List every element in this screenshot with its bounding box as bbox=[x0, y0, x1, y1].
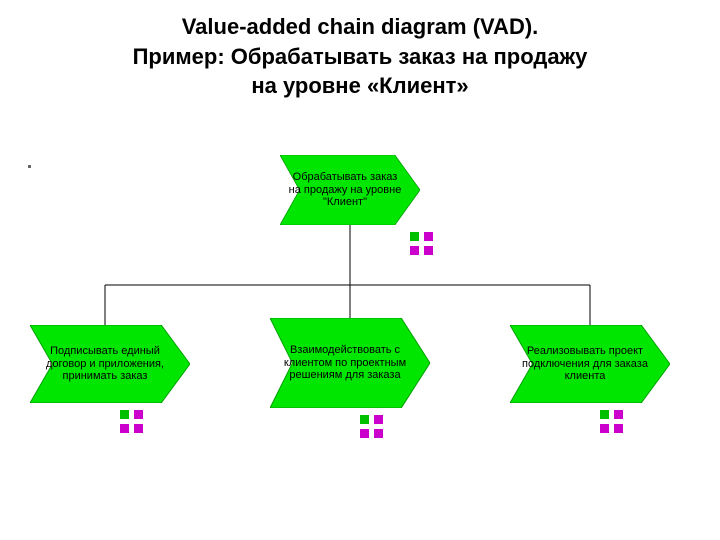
glyph-magenta-icon bbox=[134, 424, 143, 433]
diagram-canvas: Обрабатывать заказ на продажу на уровне … bbox=[0, 0, 720, 540]
chevron-left-label: Подписывать единый договор и приложения,… bbox=[38, 345, 172, 383]
glyph-magenta-icon bbox=[120, 424, 129, 433]
glyph-magenta-icon bbox=[424, 246, 433, 255]
chevron-mid-label: Взаимодействовать с клиентом по проектны… bbox=[278, 344, 412, 382]
glyph-magenta-icon bbox=[614, 424, 623, 433]
glyph-green-icon bbox=[120, 410, 129, 419]
glyph-magenta-icon bbox=[600, 424, 609, 433]
glyph-magenta-icon bbox=[614, 410, 623, 419]
glyph-magenta-icon bbox=[374, 429, 383, 438]
glyph-magenta-icon bbox=[374, 415, 383, 424]
chevron-top-label: Обрабатывать заказ на продажу на уровне … bbox=[288, 171, 402, 209]
glyph-green-icon bbox=[600, 410, 609, 419]
chevron-left: Подписывать единый договор и приложения,… bbox=[30, 325, 190, 403]
chevron-right-label: Реализовывать проект подключения для зак… bbox=[518, 345, 652, 383]
glyph-magenta-icon bbox=[360, 429, 369, 438]
glyph-magenta-icon bbox=[134, 410, 143, 419]
chevron-mid: Взаимодействовать с клиентом по проектны… bbox=[270, 318, 430, 408]
connector-lines bbox=[0, 0, 720, 540]
glyph-magenta-icon bbox=[424, 232, 433, 241]
small-marker-icon bbox=[28, 165, 31, 168]
chevron-right: Реализовывать проект подключения для зак… bbox=[510, 325, 670, 403]
glyph-magenta-icon bbox=[410, 246, 419, 255]
glyph-green-icon bbox=[360, 415, 369, 424]
chevron-top: Обрабатывать заказ на продажу на уровне … bbox=[280, 155, 420, 225]
glyph-green-icon bbox=[410, 232, 419, 241]
